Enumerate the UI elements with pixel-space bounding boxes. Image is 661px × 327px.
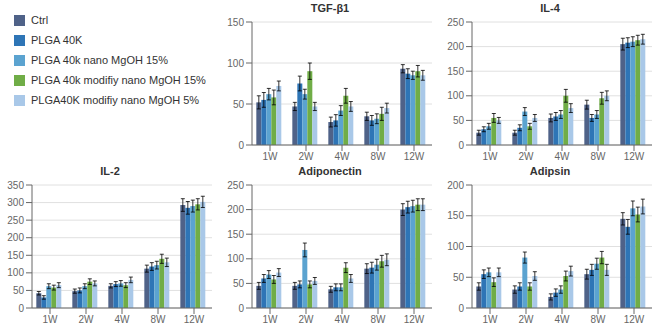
html-text:Adipsin: Adipsin: [529, 165, 571, 177]
svg-text:4W: 4W: [115, 314, 131, 325]
svg-text:0: 0: [458, 140, 464, 151]
svg-text:250: 250: [227, 180, 244, 191]
svg-text:2W: 2W: [79, 314, 95, 325]
svg-text:12W: 12W: [404, 151, 425, 162]
svg-text:100: 100: [227, 58, 244, 69]
svg-text:1W: 1W: [483, 314, 499, 325]
svg-text:1W: 1W: [43, 314, 59, 325]
svg-text:50: 50: [233, 99, 245, 110]
html-text:Adiponectin: Adiponectin: [298, 165, 362, 177]
svg-text:200: 200: [227, 204, 244, 215]
svg-text:150: 150: [227, 229, 244, 240]
svg-text:200: 200: [447, 180, 464, 191]
svg-text:0: 0: [238, 140, 244, 151]
svg-text:12W: 12W: [404, 314, 425, 325]
svg-text:100: 100: [447, 241, 464, 252]
html-text:PLGA 40k nano MgOH 15%: PLGA 40k nano MgOH 15%: [31, 54, 168, 66]
html-text:IL-2: IL-2: [100, 165, 120, 177]
html-text:PLGA 40K: PLGA 40K: [31, 34, 83, 46]
svg-text:2W: 2W: [519, 151, 535, 162]
svg-text:4W: 4W: [335, 314, 351, 325]
svg-text:2W: 2W: [299, 314, 315, 325]
svg-text:8W: 8W: [371, 151, 387, 162]
html-text:IL-4: IL-4: [540, 2, 560, 14]
svg-text:4W: 4W: [555, 151, 571, 162]
svg-text:1W: 1W: [263, 151, 279, 162]
svg-text:2W: 2W: [299, 151, 315, 162]
svg-text:12W: 12W: [624, 314, 645, 325]
svg-text:50: 50: [233, 278, 245, 289]
svg-text:150: 150: [8, 250, 24, 261]
svg-text:300: 300: [8, 197, 24, 208]
svg-text:8W: 8W: [371, 314, 387, 325]
svg-text:1W: 1W: [263, 314, 279, 325]
svg-text:0: 0: [238, 303, 244, 314]
svg-text:8W: 8W: [151, 314, 167, 325]
svg-text:0: 0: [458, 303, 464, 314]
svg-text:12W: 12W: [184, 314, 205, 325]
svg-text:350: 350: [8, 180, 24, 191]
svg-text:2W: 2W: [519, 314, 535, 325]
svg-text:50: 50: [13, 285, 25, 296]
svg-text:50: 50: [453, 272, 465, 283]
svg-text:200: 200: [8, 232, 24, 243]
svg-text:200: 200: [447, 41, 464, 52]
svg-text:150: 150: [447, 210, 464, 221]
html-text:PLGA 40k modifiy nano MgOH 15%: PLGA 40k modifiy nano MgOH 15%: [31, 74, 206, 86]
svg-text:8W: 8W: [591, 151, 607, 162]
svg-text:4W: 4W: [555, 314, 571, 325]
html-text:PLGA40K modifiy nano MgOH 5%: PLGA40K modifiy nano MgOH 5%: [31, 94, 200, 106]
svg-text:100: 100: [8, 267, 24, 278]
svg-text:250: 250: [8, 215, 24, 226]
svg-text:150: 150: [447, 66, 464, 77]
svg-text:50: 50: [453, 115, 465, 126]
svg-text:8W: 8W: [591, 314, 607, 325]
svg-text:250: 250: [447, 17, 464, 28]
html-text:TGF-β1: TGF-β1: [310, 2, 350, 14]
svg-text:4W: 4W: [335, 151, 351, 162]
html-text:Ctrl: Ctrl: [31, 14, 49, 26]
svg-text:150: 150: [227, 17, 244, 28]
svg-text:1W: 1W: [483, 151, 499, 162]
svg-text:12W: 12W: [624, 151, 645, 162]
svg-text:0: 0: [18, 303, 24, 314]
svg-text:100: 100: [447, 90, 464, 101]
svg-text:100: 100: [227, 253, 244, 264]
